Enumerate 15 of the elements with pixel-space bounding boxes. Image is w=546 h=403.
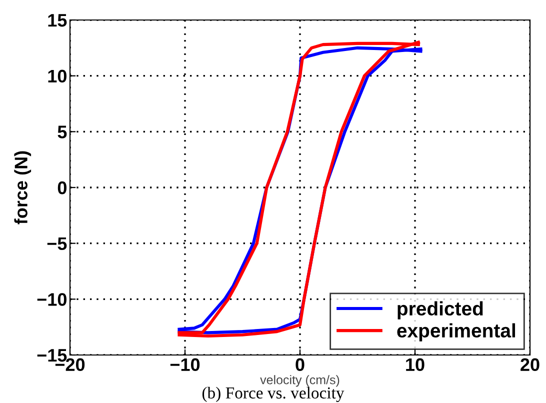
legend-label: predicted [398, 301, 483, 320]
text: (b) Force vs. velocity [202, 386, 344, 402]
y-tick-label: 5 [58, 126, 67, 138]
y-axis-title: force (N) [14, 151, 32, 224]
y-tick-label: −10 [37, 293, 66, 306]
x-tick-label: 0 [296, 358, 304, 372]
x-tick-label: 20 [520, 358, 540, 372]
legend-label: experimental [397, 323, 516, 342]
y-tick-label: 0 [58, 181, 66, 194]
y-tick-label: 15 [48, 14, 67, 27]
x-axis-title: velocity (cm/s) [260, 375, 340, 387]
y-tick-label: 10 [48, 70, 66, 83]
x-tick-label: −10 [170, 358, 200, 372]
y-tick-label: −5 [47, 237, 67, 250]
x-tick-label: 10 [406, 358, 424, 372]
